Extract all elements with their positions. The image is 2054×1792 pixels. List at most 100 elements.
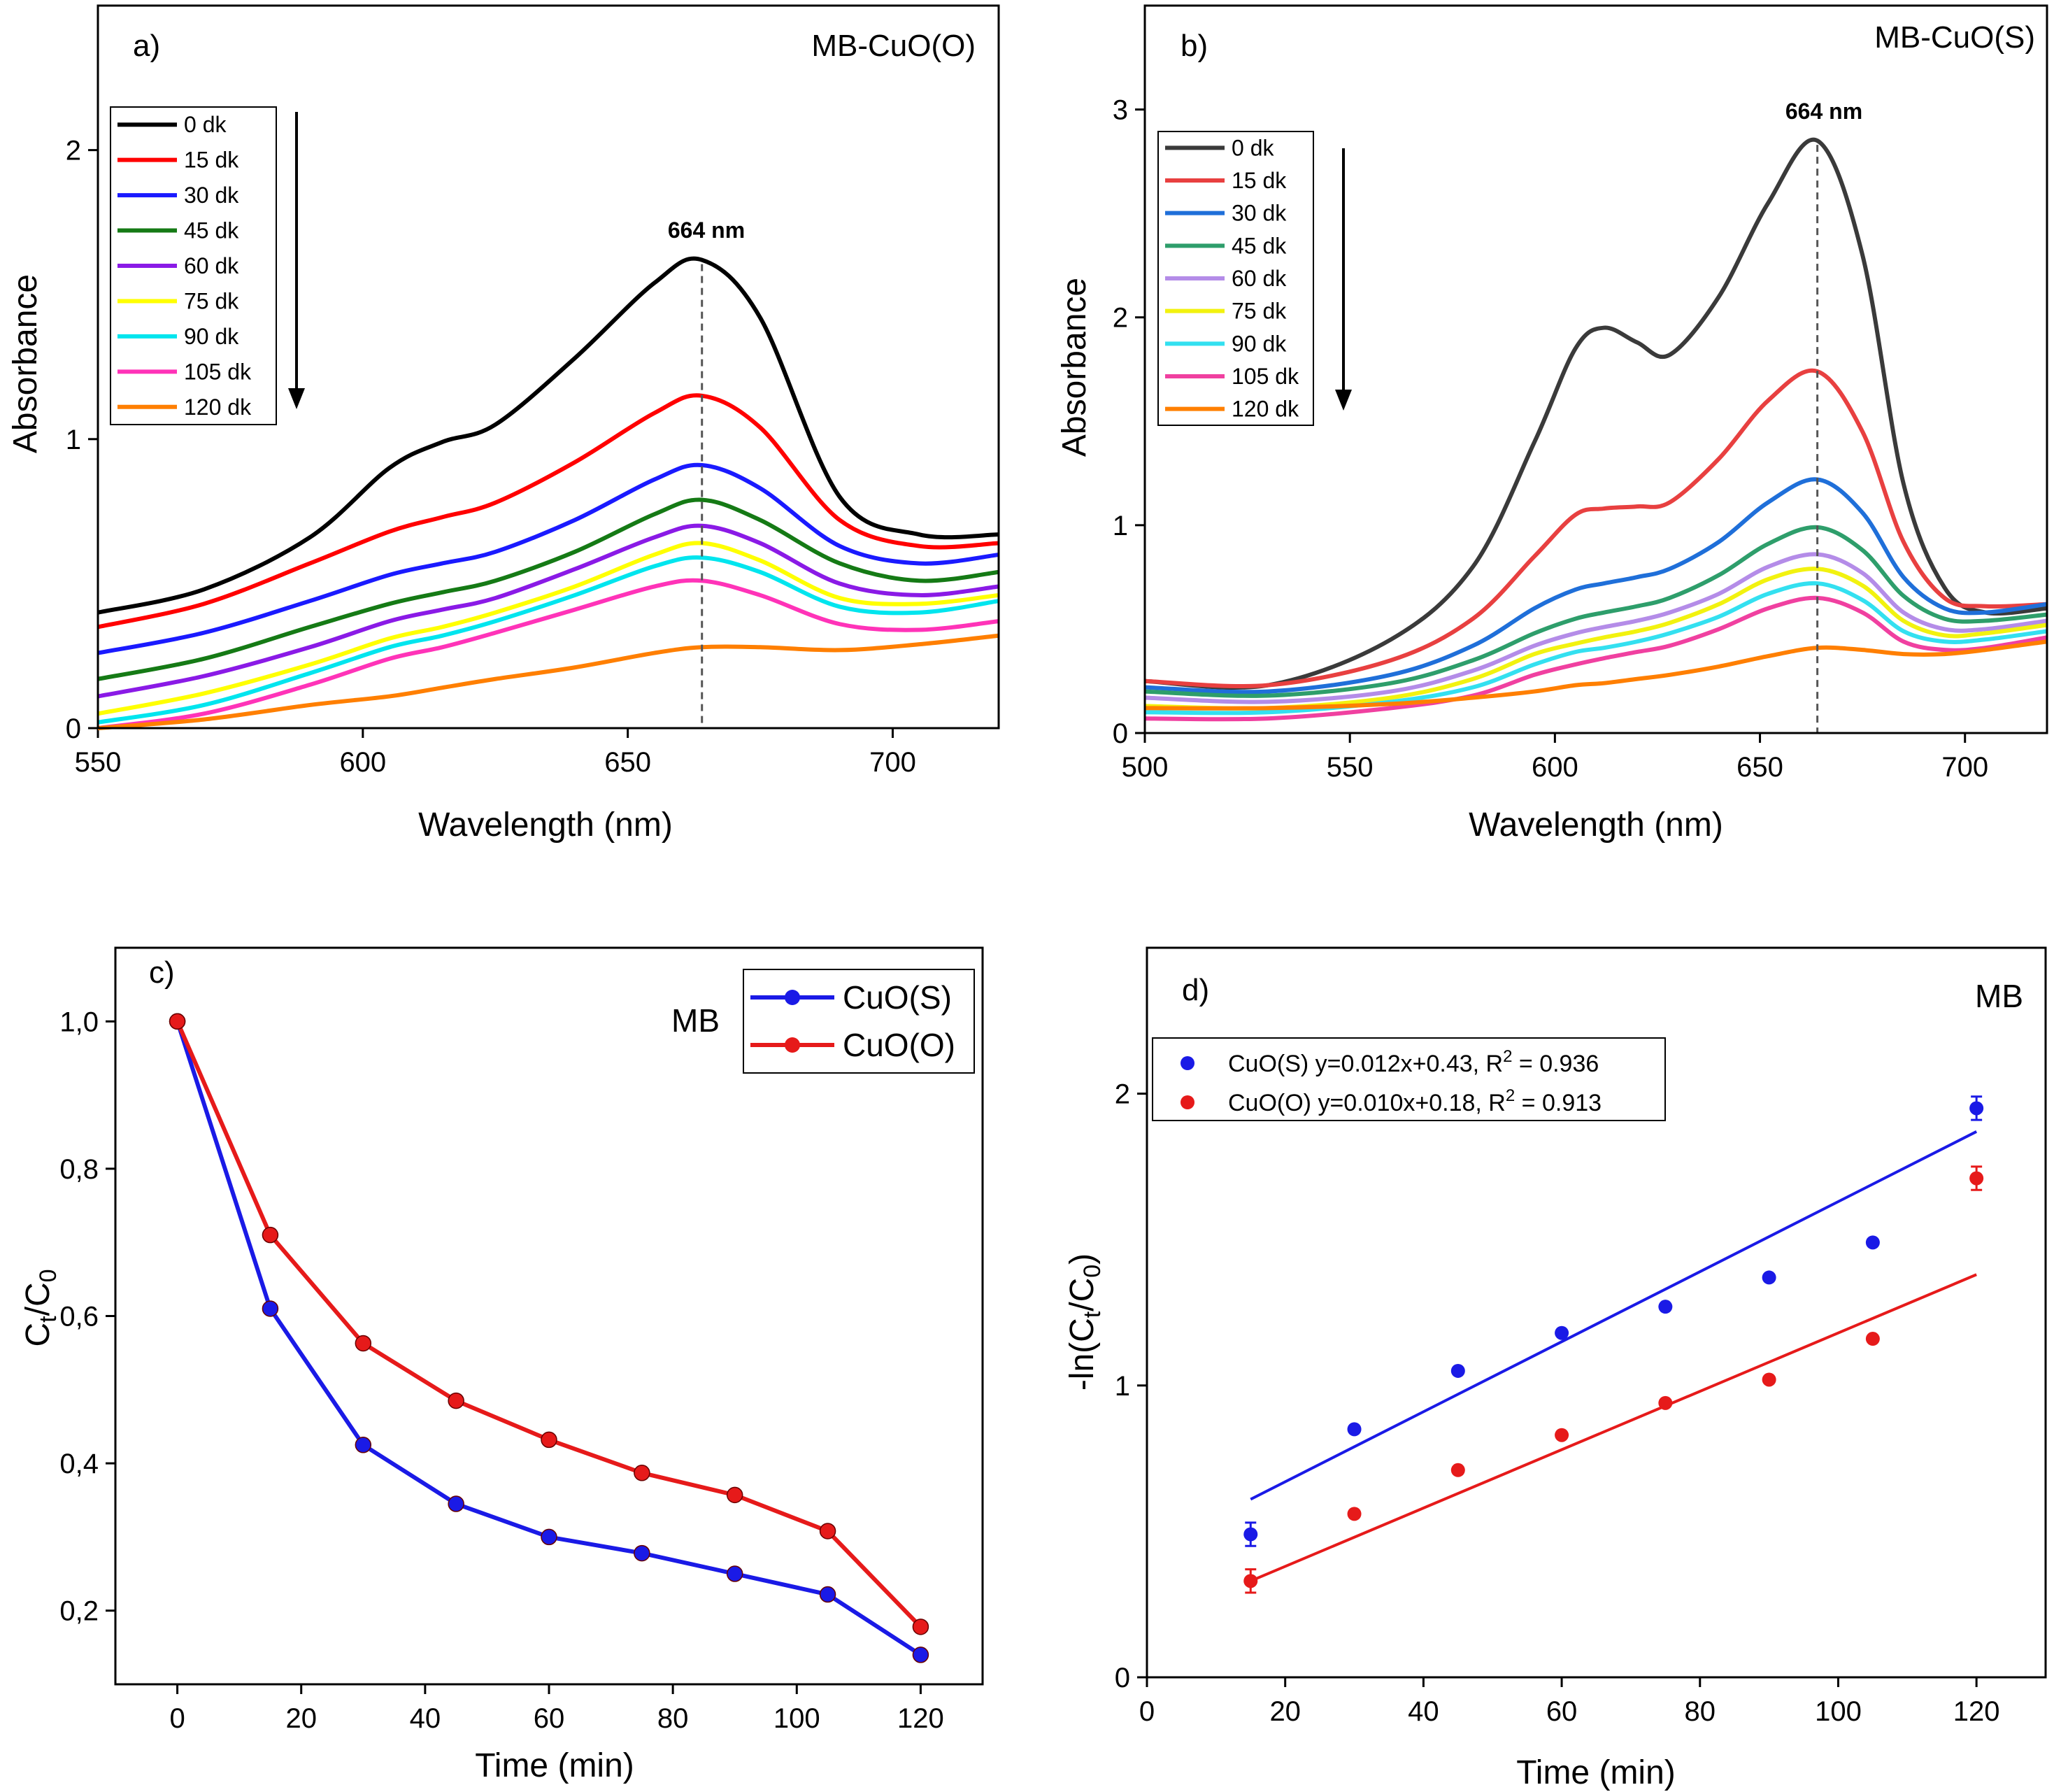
- panel-c-x-tick-label: 40: [410, 1703, 441, 1734]
- panel-b-x-ticks: 500 550 600 650 700: [1122, 733, 1988, 783]
- panel-d-y-tick-label: 0: [1115, 1663, 1130, 1693]
- panel-c-label: c): [149, 955, 175, 990]
- panel-b-legend-label: 90 dk: [1232, 331, 1287, 356]
- panel-d-data-point: [1450, 1363, 1465, 1378]
- panel-b-series-line: [1144, 552, 2048, 704]
- panel-c-series-line: [175, 1021, 922, 1657]
- panel-c-data-point: [355, 1335, 372, 1352]
- panel-d-data-point: [1347, 1422, 1362, 1437]
- panel-a-time-arrow: [288, 112, 305, 409]
- panel-b-x-tick-label: 600: [1532, 752, 1578, 783]
- panel-d-data-point: [1347, 1507, 1362, 1521]
- panel-c-chart: 0 20 40 60 80 100 120 0,2 0,4 0,6 0,8 1,0 c) MB Ti…: [20, 946, 984, 1784]
- panel-b-y-axis-label: Absorbance: [1056, 278, 1093, 457]
- panel-c-data-point: [726, 1565, 743, 1582]
- panel-a-legend-label: 105 dk: [184, 359, 252, 384]
- panel-b-series-line: [1144, 595, 2048, 722]
- panel-b-x-axis-label: Wavelength (nm): [1469, 806, 1723, 844]
- panel-d-legend-box: [1152, 1037, 1666, 1121]
- panel-b-chart: 500 550 600 650 700 0 1 2 3 b) MB-CuO(S) 664 nm…: [1056, 4, 2048, 844]
- panel-c-x-tick-label: 60: [534, 1703, 565, 1734]
- panel-c-x-tick-label: 120: [897, 1703, 944, 1734]
- panel-a-series-line: [97, 523, 999, 699]
- panel-c-data-point: [448, 1392, 464, 1409]
- panel-c-y-tick-label: 0,8: [59, 1154, 99, 1185]
- panel-d-chart: 0 20 40 60 80 100 120 0 1 2 d) MB Time (min) -ln…: [1064, 946, 2047, 1791]
- panel-b-y-tick-label: 0: [1113, 718, 1128, 749]
- panel-c-data-point: [819, 1586, 836, 1603]
- panel-a-x-axis-label: Wavelength (nm): [418, 806, 673, 844]
- panel-d-data-point: [1555, 1428, 1569, 1442]
- panel-c-data-point: [634, 1465, 650, 1481]
- panel-c-x-tick-label: 100: [773, 1703, 820, 1734]
- panel-d-x-ticks: 0 20 40 60 80 100 120: [1139, 1677, 2000, 1727]
- panel-c-data-point: [726, 1486, 743, 1504]
- panel-a-legend-label: 0 dk: [184, 112, 227, 137]
- panel-a-series-line: [97, 578, 999, 730]
- panel-b-series-line: [1144, 368, 2048, 689]
- panel-c-data-point: [262, 1300, 279, 1317]
- panel-c-y-tick-label: 1,0: [59, 1007, 99, 1037]
- panel-c-data-point: [541, 1528, 557, 1546]
- panel-b-y-tick-label: 3: [1113, 95, 1128, 126]
- panel-d-label: d): [1182, 973, 1209, 1007]
- panel-a-legend-label: 90 dk: [184, 324, 239, 349]
- panel-d-data-point: [1450, 1463, 1465, 1477]
- panel-b-legend-label: 0 dk: [1232, 135, 1274, 160]
- panel-a-x-tick-label: 550: [75, 747, 122, 778]
- panel-d-x-tick-label: 120: [1953, 1696, 2000, 1727]
- panel-d-series: [1243, 1095, 1984, 1594]
- panel-d-legend-marker: [1181, 1095, 1194, 1109]
- panel-b-legend-label: 45 dk: [1232, 233, 1287, 258]
- panel-b-y-ticks: 0 1 2 3: [1113, 95, 1145, 749]
- panel-d-annotation: MB: [1975, 978, 2023, 1014]
- panel-a-legend-label: 75 dk: [184, 288, 239, 313]
- panel-b-plot-frame: [1143, 4, 2048, 734]
- panel-d-data-point: [1555, 1325, 1569, 1340]
- panel-a-y-tick-label: 1: [66, 425, 81, 455]
- panel-d-data-point: [1969, 1101, 1984, 1116]
- panel-c-y-axis-label: Ct/C0: [20, 1269, 62, 1346]
- panel-b-series-line: [1144, 477, 2048, 695]
- panel-b-x-tick-label: 500: [1122, 752, 1169, 783]
- panel-c-y-tick-label: 0,4: [59, 1449, 99, 1479]
- panel-b-series: [1144, 137, 2048, 722]
- panel-c-series: [169, 1013, 929, 1663]
- panel-a-x-tick-label: 600: [339, 747, 386, 778]
- panel-d-y-ticks: 0 1 2: [1115, 1079, 1147, 1693]
- panel-d-data-point: [1243, 1574, 1258, 1588]
- panel-c-data-point: [819, 1523, 836, 1539]
- panel-d-x-tick-label: 80: [1685, 1696, 1716, 1727]
- panel-b-legend-label: 60 dk: [1232, 266, 1287, 291]
- panel-c-data-point: [912, 1647, 929, 1663]
- panel-b-time-arrow: [1335, 148, 1352, 411]
- panel-b-legend: 0 dk 15 dk 30 dk 45 dk 60 dk 75 dk 90 dk 105 dk…: [1157, 131, 1314, 426]
- panel-c-x-tick-label: 20: [285, 1703, 317, 1734]
- panel-a-sample-label: MB-CuO(O): [811, 29, 976, 63]
- panel-a-series-line: [97, 497, 999, 681]
- panel-b-series-line: [1144, 567, 2048, 711]
- panel-c-legend-box: [743, 969, 975, 1074]
- panel-b-y-tick-label: 1: [1113, 511, 1128, 541]
- panel-d-y-tick-label: 1: [1115, 1371, 1130, 1402]
- panel-a-y-axis-label: Absorbance: [7, 274, 44, 453]
- panel-a-x-tick-label: 700: [869, 747, 916, 778]
- panel-d-x-tick-label: 0: [1139, 1696, 1155, 1727]
- panel-a-y-tick-label: 2: [66, 136, 81, 166]
- panel-d-legend-label: CuO(O) y=0.010x+0.18, R2 = 0.913: [1228, 1086, 1602, 1116]
- panel-c-y-tick-label: 0,2: [59, 1596, 99, 1627]
- panel-b-peak-label: 664 nm: [1785, 99, 1862, 124]
- panel-c-x-axis-label: Time (min): [475, 1747, 634, 1784]
- panel-b-series-line: [1144, 137, 2048, 690]
- panel-a-series-line: [97, 256, 999, 615]
- panel-c-annotation: MB: [671, 1002, 720, 1039]
- panel-a-series-line: [97, 555, 999, 725]
- panel-b-x-tick-label: 550: [1327, 752, 1374, 783]
- panel-d-x-tick-label: 40: [1408, 1696, 1439, 1727]
- panel-a-series-line: [97, 393, 999, 630]
- panel-d-y-axis-label: -ln(Ct/C0): [1064, 1253, 1106, 1391]
- panel-a-peak-label: 664 nm: [668, 218, 745, 243]
- panel-a-label: a): [133, 29, 160, 63]
- panel-d-y-tick-label: 2: [1115, 1079, 1130, 1110]
